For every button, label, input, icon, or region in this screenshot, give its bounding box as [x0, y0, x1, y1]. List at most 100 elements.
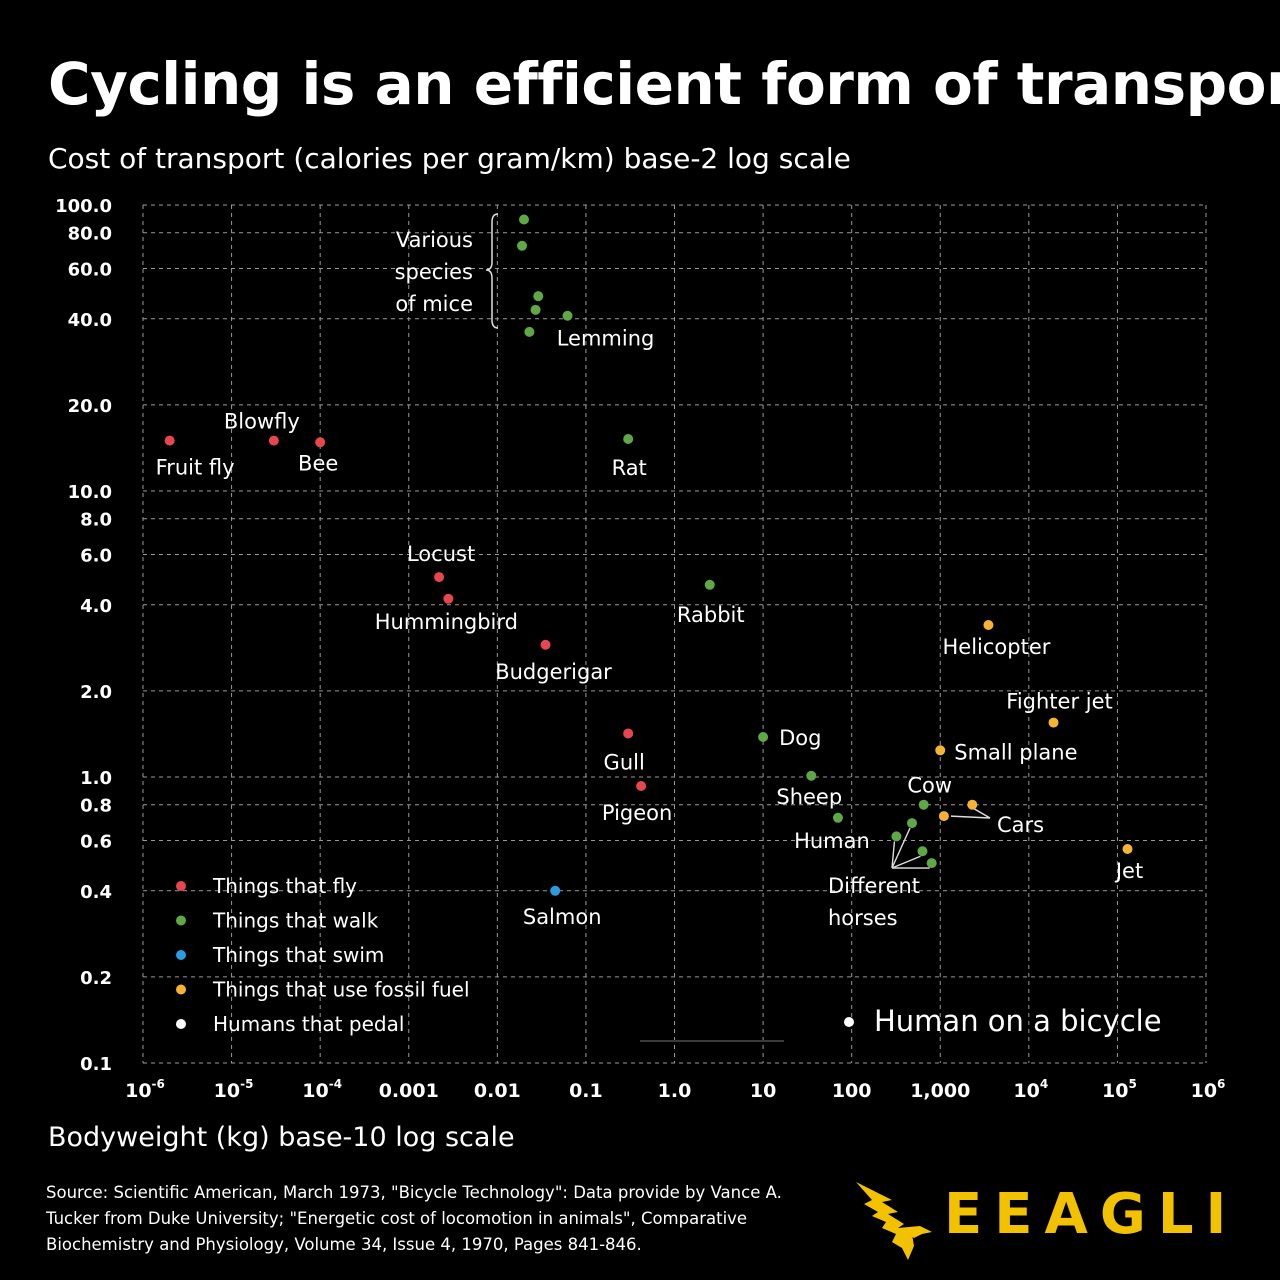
- y-tick-labels: 0.1 0.2 0.4 0.6 0.8 1.0 2.0 4.0 6.0 8.0 10.0 20.0 40…: [55, 196, 112, 1075]
- point-walk: [518, 214, 529, 225]
- x-tick-base: 10: [1102, 1080, 1128, 1102]
- y-axis-title: Cost of transport (calories per gram/km)…: [48, 142, 851, 175]
- point-label: Lemming: [557, 327, 655, 351]
- point-label: Blowfly: [224, 410, 300, 434]
- point-walk: [562, 310, 573, 321]
- point-fly: [636, 781, 647, 792]
- legend-marker-walk: [176, 915, 186, 926]
- point-label: Hummingbird: [375, 610, 518, 634]
- x-tick-base: 10: [302, 1080, 328, 1102]
- legend-label: Things that swim: [212, 943, 384, 967]
- x-tick-label: 0.1: [569, 1080, 603, 1102]
- annotations: Various species of mice Cars Different horses: [395, 213, 1044, 930]
- horse-pointer-0: [891, 841, 896, 869]
- x-tick-exponent: -6: [152, 1077, 165, 1091]
- x-tick-base: 10: [1191, 1080, 1217, 1102]
- legend-marker-swim: [176, 950, 186, 960]
- point-fly: [540, 639, 551, 650]
- point-walk: [806, 770, 817, 781]
- point-fuel: [935, 745, 946, 756]
- x-tick-exponent: 4: [1040, 1077, 1048, 1091]
- y-tick-label: 0.8: [80, 796, 112, 817]
- y-tick-label: 80.0: [68, 224, 112, 245]
- x-tick-labels: 10-6 10-5 10-4 0.001 0.01 0.1 1.0 10 100 1,000 104…: [125, 1077, 1225, 1102]
- point-label: Locust: [407, 542, 475, 566]
- point-walk: [891, 831, 902, 842]
- point-label: Cow: [907, 774, 952, 798]
- point-fly: [315, 437, 326, 448]
- point-fuel: [967, 799, 978, 810]
- y-tick-label: 0.4: [80, 882, 112, 903]
- point-walk: [533, 291, 544, 302]
- point-label: Human on a bicycle: [874, 1004, 1162, 1038]
- point-label: Helicopter: [942, 635, 1050, 659]
- page-title: Cycling is an efficient form of transpor…: [48, 50, 1280, 118]
- legend-marker-fly: [176, 881, 186, 891]
- legend-label: Humans that pedal: [213, 1012, 404, 1036]
- y-tick-label: 10.0: [68, 482, 112, 503]
- y-tick-label: 20.0: [68, 396, 112, 417]
- x-tick-exponent: 6: [1217, 1077, 1225, 1091]
- y-tick-label: 40.0: [68, 310, 112, 331]
- point-walk: [623, 433, 634, 444]
- point-fuel: [938, 811, 949, 822]
- point-walk: [530, 304, 541, 315]
- y-tick-label: 2.0: [80, 682, 112, 703]
- legend: Things that fly Things that walk Things th…: [176, 874, 470, 1036]
- x-tick-base: 10: [1013, 1080, 1039, 1102]
- y-tick-label: 1.0: [80, 768, 112, 789]
- point-fly: [164, 435, 175, 446]
- point-label: Budgerigar: [495, 660, 612, 684]
- x-tick-label: 10-5: [214, 1077, 254, 1102]
- x-axis-title: Bodyweight (kg) base-10 log scale: [48, 1122, 515, 1153]
- brand-name: EEAGLI: [944, 1182, 1239, 1247]
- cars-pointer: [950, 807, 991, 819]
- brand-logo: EEAGLI: [852, 1172, 1242, 1262]
- point-walk: [917, 846, 928, 857]
- point-fly: [443, 593, 454, 604]
- point-fuel: [1122, 844, 1133, 855]
- x-tick-label: 0.001: [379, 1080, 439, 1102]
- point-label: Salmon: [523, 905, 602, 929]
- x-tick-base: 10: [214, 1080, 240, 1102]
- point-label: Rabbit: [677, 603, 745, 627]
- annotation-mice-line: of mice: [395, 292, 473, 316]
- point-walk: [704, 579, 715, 590]
- x-tick-exponent: 5: [1128, 1077, 1136, 1091]
- x-tick-exponent: -4: [329, 1077, 342, 1091]
- y-tick-label: 8.0: [80, 510, 112, 531]
- point-fly: [268, 435, 279, 446]
- legend-marker-fuel: [176, 984, 186, 995]
- point-labels: Fruit fly Blowfly Bee Locust Hummingbird Budg…: [156, 327, 1162, 1038]
- y-tick-label: 60.0: [68, 259, 112, 280]
- point-walk: [517, 240, 528, 251]
- point-walk: [926, 858, 937, 869]
- mice-bracket: [485, 213, 499, 329]
- point-label: Human: [794, 829, 870, 853]
- point-fuel: [983, 619, 994, 630]
- y-tick-label: 6.0: [80, 545, 112, 566]
- y-tick-label: 4.0: [80, 596, 112, 617]
- annotation-horses-line: horses: [828, 906, 898, 930]
- horse-pointer-2: [891, 855, 921, 869]
- point-walk: [832, 812, 843, 823]
- point-label: Sheep: [776, 785, 842, 809]
- point-fuel: [1048, 717, 1059, 728]
- x-tick-base: 10: [125, 1080, 151, 1102]
- annotation-mice-line: species: [395, 260, 473, 284]
- x-tick-label: 0.01: [474, 1080, 521, 1102]
- x-tick-label: 10-4: [302, 1077, 342, 1102]
- point-label: Pigeon: [602, 801, 672, 825]
- legend-marker-pedal: [176, 1019, 186, 1029]
- annotation-cars: Cars: [997, 813, 1044, 837]
- source-note: Source: Scientific American, March 1973,…: [46, 1183, 782, 1254]
- point-label: Fruit fly: [156, 456, 235, 480]
- horse-pointer-1: [891, 827, 911, 869]
- point-swim: [550, 885, 561, 896]
- x-tick-label: 1.0: [658, 1080, 692, 1102]
- x-tick-label: 106: [1191, 1077, 1226, 1102]
- eagle-icon: [856, 1182, 932, 1260]
- legend-label: Things that use fossil fuel: [212, 978, 470, 1002]
- x-tick-label: 1,000: [910, 1080, 970, 1102]
- point-label: Bee: [298, 451, 338, 475]
